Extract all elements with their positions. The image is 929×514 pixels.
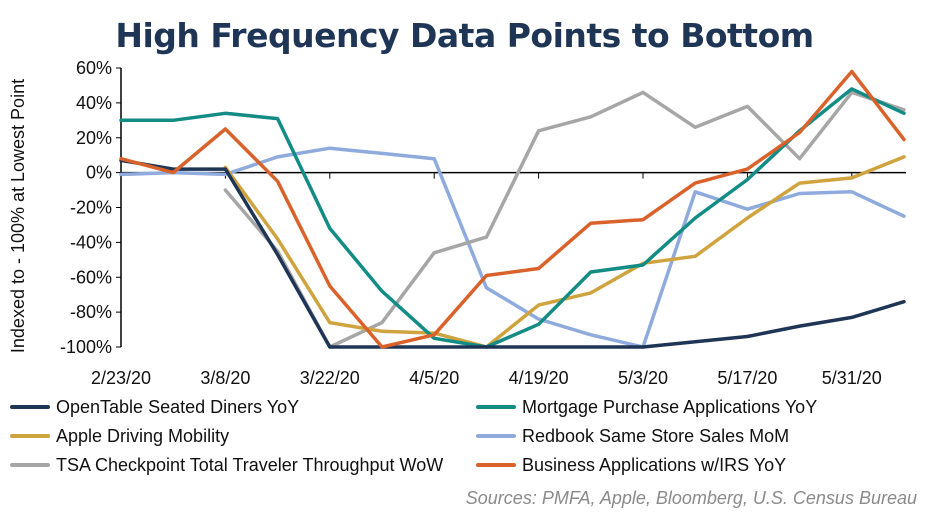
line-chart: Indexed to - 100% at Lowest Point -100%-…: [8, 58, 906, 388]
series-lines: [119, 69, 906, 349]
chart-title: High Frequency Data Points to Bottom: [115, 16, 814, 55]
y-tick-label: -100%: [60, 337, 112, 357]
series-line-0: [119, 158, 906, 349]
y-tick-label: -80%: [70, 302, 112, 322]
x-tick-label: 5/31/20: [822, 368, 882, 388]
legend-item-opentable: OpenTable Seated Diners YoY: [10, 394, 299, 420]
y-tick-label: -40%: [70, 232, 112, 252]
legend-label: Redbook Same Store Sales MoM: [522, 425, 790, 446]
x-tick-label: 4/5/20: [409, 368, 459, 388]
y-tick-label: 40%: [76, 93, 112, 113]
y-axis-ticks: -100% -80% -60% -40% -20% 0% 20% 40% 60%: [60, 58, 121, 357]
x-tick-label: 3/8/20: [200, 368, 250, 388]
y-axis-title: Indexed to - 100% at Lowest Point: [8, 79, 28, 353]
series-line-5: [119, 69, 906, 349]
x-tick-label: 3/22/20: [300, 368, 360, 388]
y-tick-label: 0%: [86, 163, 112, 183]
series-line-3: [119, 146, 906, 349]
series-line-2: [223, 155, 906, 349]
legend-label: Business Applications w/IRS YoY: [522, 454, 787, 475]
legend-swatch: [476, 434, 516, 438]
legend-swatch: [10, 434, 50, 438]
x-axis-ticks: 2/23/20 3/8/20 3/22/20 4/5/20 4/19/20 5/3/20 5…: [91, 172, 882, 388]
y-axis-title-group: Indexed to - 100% at Lowest Point: [8, 79, 28, 353]
y-tick-label: -20%: [70, 198, 112, 218]
series-line-4: [223, 90, 906, 349]
legend-item-tsa: TSA Checkpoint Total Traveler Throughput…: [10, 452, 443, 478]
legend-label: TSA Checkpoint Total Traveler Throughput…: [56, 454, 444, 475]
x-tick-label: 2/23/20: [91, 368, 151, 388]
legend-swatch: [476, 463, 516, 467]
legend-label: Mortgage Purchase Applications YoY: [522, 396, 818, 417]
x-tick-label: 5/3/20: [618, 368, 668, 388]
legend-swatch: [10, 463, 50, 467]
legend-label: OpenTable Seated Diners YoY: [56, 396, 300, 417]
x-tick-label: 5/17/20: [717, 368, 777, 388]
x-tick-label: 4/19/20: [509, 368, 569, 388]
legend-swatch: [476, 405, 516, 409]
legend-swatch: [10, 405, 50, 409]
legend-item-business-applications: Business Applications w/IRS YoY: [476, 452, 786, 478]
legend-label: Apple Driving Mobility: [56, 425, 230, 446]
y-tick-label: -60%: [70, 267, 112, 287]
axes: [120, 68, 906, 347]
y-tick-label: 60%: [76, 58, 112, 78]
legend-item-apple: Apple Driving Mobility: [10, 423, 229, 449]
y-tick-label: 20%: [76, 128, 112, 148]
series-line-1: [119, 87, 906, 349]
legend-item-mortgage: Mortgage Purchase Applications YoY: [476, 394, 817, 420]
legend-item-redbook: Redbook Same Store Sales MoM: [476, 423, 789, 449]
source-note: Sources: PMFA, Apple, Bloomberg, U.S. Ce…: [465, 488, 917, 508]
